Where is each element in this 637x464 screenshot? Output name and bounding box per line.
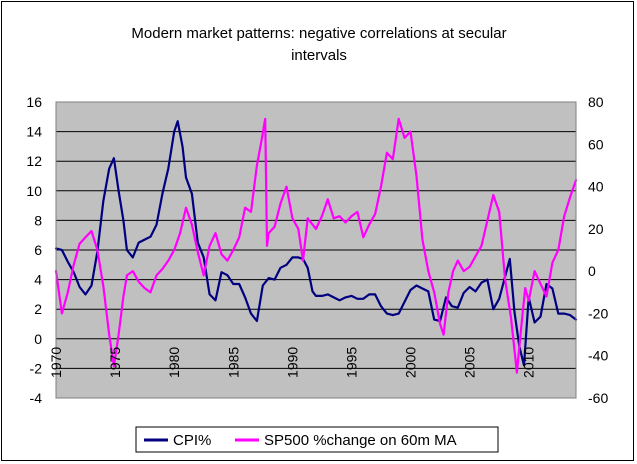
legend-label-sp500: SP500 %change on 60m MA xyxy=(264,432,457,449)
y-left-tick-label: 4 xyxy=(34,272,42,288)
x-tick-label: 1995 xyxy=(343,347,359,378)
y-left-tick-label: 0 xyxy=(34,331,42,347)
y-right-tick-label: -40 xyxy=(588,348,608,364)
x-tick-label: 2000 xyxy=(403,347,419,378)
legend-label-cpi: CPI% xyxy=(173,432,211,449)
plot-border xyxy=(55,101,577,399)
chart-title: Modern market patterns: negative correla… xyxy=(131,25,506,64)
y-left-tick-label: 10 xyxy=(26,183,42,199)
series-line-cpi xyxy=(54,120,578,367)
y-right-tick-label: 40 xyxy=(588,179,604,195)
y-left-tick-label: 14 xyxy=(26,124,42,140)
y-left-tick-label: 16 xyxy=(26,94,42,110)
y-left-tick-label: 6 xyxy=(34,242,42,258)
y-left-tick-label: -2 xyxy=(30,360,43,376)
x-tick-label: 1980 xyxy=(166,347,182,378)
y-right-tick-label: -20 xyxy=(588,305,608,321)
y-left-tick-label: 2 xyxy=(34,301,42,317)
legend-box xyxy=(135,426,499,453)
x-tick-label: 1990 xyxy=(284,347,300,378)
series-line-sp500 xyxy=(54,117,578,374)
y-right-tick-label: 0 xyxy=(588,263,596,279)
y-right-tick-label: 20 xyxy=(588,221,604,237)
y-right-tick-label: 80 xyxy=(588,94,604,110)
y-right-tick-label: 60 xyxy=(588,136,604,152)
chart-title-line-2: intervals xyxy=(291,47,347,64)
series-lines xyxy=(54,117,578,374)
y-left-tick-label: 8 xyxy=(34,212,42,228)
x-tick-label: 2010 xyxy=(521,347,537,378)
x-tick-label: 1970 xyxy=(48,347,64,378)
y-left-tick-label: -4 xyxy=(30,390,43,406)
legend: CPI% SP500 %change on 60m MA xyxy=(135,426,499,453)
x-tick-label: 1985 xyxy=(225,347,241,378)
y-right-tick-label: -60 xyxy=(588,390,608,406)
x-tick-label: 2005 xyxy=(462,347,478,378)
x-tick-label: 1975 xyxy=(107,347,123,378)
chart-title-line-1: Modern market patterns: negative correla… xyxy=(131,25,506,42)
y-left-tick-label: 12 xyxy=(26,153,42,169)
